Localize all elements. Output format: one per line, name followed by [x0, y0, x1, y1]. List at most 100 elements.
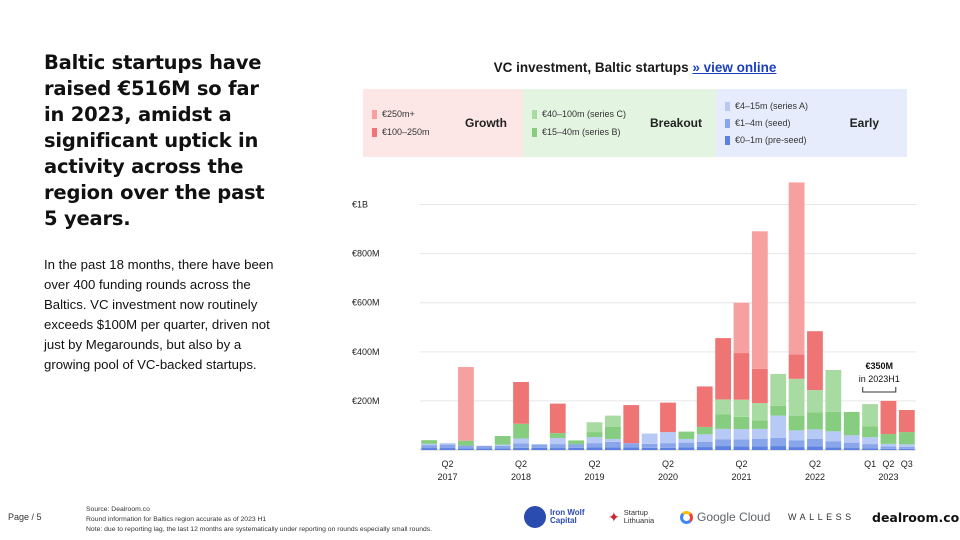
y-tick-label: €600M	[352, 298, 380, 308]
x-tick-label: Q2	[662, 459, 674, 469]
bar-segment	[586, 443, 603, 448]
bar-segment	[880, 448, 897, 450]
bar-segment	[623, 443, 640, 448]
bar-segment	[549, 403, 566, 434]
bar-segment	[439, 448, 456, 450]
bar-segment	[715, 439, 732, 447]
x-tick-year-label: 2018	[511, 472, 531, 482]
bar-segment	[751, 420, 768, 429]
legend-item-250m-plus: €250m+	[372, 109, 430, 119]
legend-group-name-breakout: Breakout	[649, 116, 702, 130]
bar-segment	[715, 446, 732, 450]
bar-segment	[770, 415, 787, 438]
legend-item-pre-seed: €0–1m (pre-seed)	[725, 135, 808, 145]
bar-segment	[751, 438, 768, 447]
vc-investment-chart: €200M €400M €600M €800M €1B Q2 2017 Q2 2018 Q2 201…	[352, 182, 916, 482]
chart-legend: €250m+ €100–250m Growth €40–100m (series…	[363, 89, 907, 157]
bar-segment	[660, 402, 676, 433]
legend-group-breakout: €40–100m (series C) €15–40m (series B) B…	[523, 89, 716, 157]
bar-segment	[421, 440, 438, 444]
bar-segment	[751, 403, 768, 421]
x-tick-label: Q2	[515, 459, 527, 469]
bar-segment	[733, 353, 750, 400]
bar-segment	[770, 437, 787, 447]
startup-lithuania-logo: ✦ Startup Lithuania	[608, 508, 655, 525]
legend-swatch	[372, 127, 377, 137]
bar-segment	[880, 443, 897, 447]
bar-segment	[531, 444, 548, 448]
bar-segment	[494, 436, 511, 445]
bar-segment	[696, 441, 713, 448]
bar-segment	[513, 447, 529, 450]
bar-segment	[770, 405, 787, 416]
bar-segment	[751, 368, 768, 404]
bar-segment	[751, 446, 768, 450]
legend-group-name-growth: Growth	[465, 116, 507, 130]
bar-segment	[843, 442, 860, 449]
x-tick-year-label: 2020	[658, 472, 678, 482]
bar-segment	[788, 430, 805, 441]
bar-segment	[733, 399, 750, 417]
bar-segment	[788, 447, 805, 450]
bar-segment	[807, 446, 823, 450]
x-tick-year-label: 2022	[805, 472, 825, 482]
bar-segment	[715, 428, 732, 440]
source-note: Source: Dealroom.co	[86, 506, 150, 513]
bar-segment	[678, 447, 695, 450]
bar-segment	[825, 441, 842, 448]
walless-logo: WALLESS	[788, 512, 855, 522]
bar-segment	[568, 444, 585, 448]
bar-segment	[494, 444, 511, 446]
bar-segment	[660, 432, 676, 444]
bar-segment	[458, 448, 474, 450]
view-online-link[interactable]: » view online	[692, 60, 777, 75]
bar-segment	[733, 446, 750, 450]
bar-segment	[843, 435, 860, 443]
bar-segment	[715, 338, 732, 400]
bar-segment	[788, 440, 805, 448]
bar-segment	[604, 415, 621, 427]
bar-segment	[880, 446, 897, 449]
x-tick-year-label: 2019	[585, 472, 605, 482]
bar-segment	[825, 411, 842, 432]
y-tick-label: €200M	[352, 396, 380, 406]
bar-segment	[807, 412, 823, 430]
x-tick-label: Q3	[901, 459, 913, 469]
legend-swatch	[372, 109, 377, 119]
bar-segment	[807, 438, 823, 447]
startup-lithuania-icon: ✦	[608, 508, 620, 525]
bar-segment	[696, 426, 713, 435]
round-info-note: Round information for Baltics region acc…	[86, 516, 267, 523]
bar-segment	[807, 390, 823, 413]
x-tick-label: Q2	[882, 459, 894, 469]
chart-title-row: VC investment, Baltic startups » view on…	[360, 60, 910, 75]
bar-segment	[604, 447, 621, 450]
legend-swatch	[725, 101, 730, 111]
bar-segment	[513, 382, 529, 424]
bar-segment	[604, 438, 621, 442]
bar-segment	[696, 434, 713, 442]
bar-segment	[531, 447, 548, 450]
bar-segment	[421, 443, 438, 446]
bar-segment	[513, 438, 529, 444]
bar-segment	[549, 448, 566, 450]
iron-wolf-capital-logo: Iron Wolf Capital	[524, 503, 585, 531]
bar-segment	[880, 434, 897, 444]
x-tick-year-label: 2021	[731, 472, 751, 482]
bar-segment	[770, 446, 787, 450]
bar-segment	[696, 447, 713, 450]
chart-title: VC investment, Baltic startups	[493, 60, 689, 75]
bar-segment	[513, 443, 529, 448]
bar-segment	[788, 415, 805, 431]
bar-segment	[678, 442, 695, 448]
bar-segment	[898, 432, 915, 445]
bar-segment	[494, 448, 511, 450]
dealroom-logo: dealroom.co	[872, 509, 960, 525]
bar-segment	[458, 445, 474, 449]
x-tick-label: Q2	[442, 459, 454, 469]
bar-segment	[751, 428, 768, 439]
bar-segment	[862, 444, 878, 449]
bar-segment	[476, 445, 493, 449]
bar-segment	[898, 444, 915, 447]
bar-segment	[568, 447, 585, 450]
